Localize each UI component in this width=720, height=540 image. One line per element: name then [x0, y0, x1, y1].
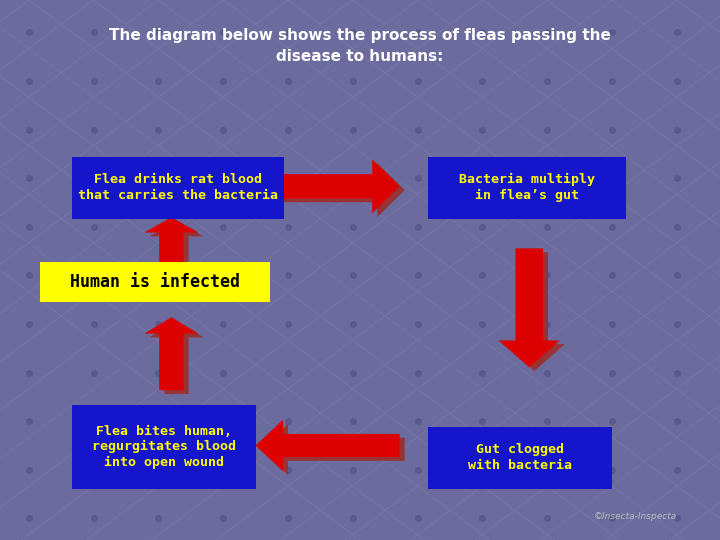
Text: Flea bites human,
regurgitates blood
into open wound: Flea bites human, regurgitates blood int… — [92, 425, 236, 469]
Polygon shape — [498, 248, 560, 367]
Text: Gut clogged
with bacteria: Gut clogged with bacteria — [468, 443, 572, 472]
Text: Bacteria multiply
in flea’s gut: Bacteria multiply in flea’s gut — [459, 173, 595, 202]
Text: The diagram below shows the process of fleas passing the: The diagram below shows the process of f… — [109, 28, 611, 43]
Polygon shape — [144, 317, 198, 390]
Polygon shape — [261, 163, 405, 217]
Text: ©Insecta-Inspecta: ©Insecta-Inspecta — [593, 512, 677, 521]
Polygon shape — [256, 159, 400, 213]
FancyBboxPatch shape — [40, 262, 270, 302]
Polygon shape — [144, 217, 198, 285]
Polygon shape — [504, 252, 565, 371]
Polygon shape — [150, 321, 203, 394]
Polygon shape — [150, 221, 203, 288]
Text: Flea drinks rat blood
that carries the bacteria: Flea drinks rat blood that carries the b… — [78, 173, 278, 202]
FancyBboxPatch shape — [72, 157, 284, 219]
Text: Human is infected: Human is infected — [70, 273, 240, 291]
Polygon shape — [256, 420, 400, 471]
FancyBboxPatch shape — [428, 427, 612, 489]
FancyBboxPatch shape — [72, 405, 256, 489]
Text: disease to humans:: disease to humans: — [276, 49, 444, 64]
Polygon shape — [261, 423, 405, 475]
FancyBboxPatch shape — [428, 157, 626, 219]
